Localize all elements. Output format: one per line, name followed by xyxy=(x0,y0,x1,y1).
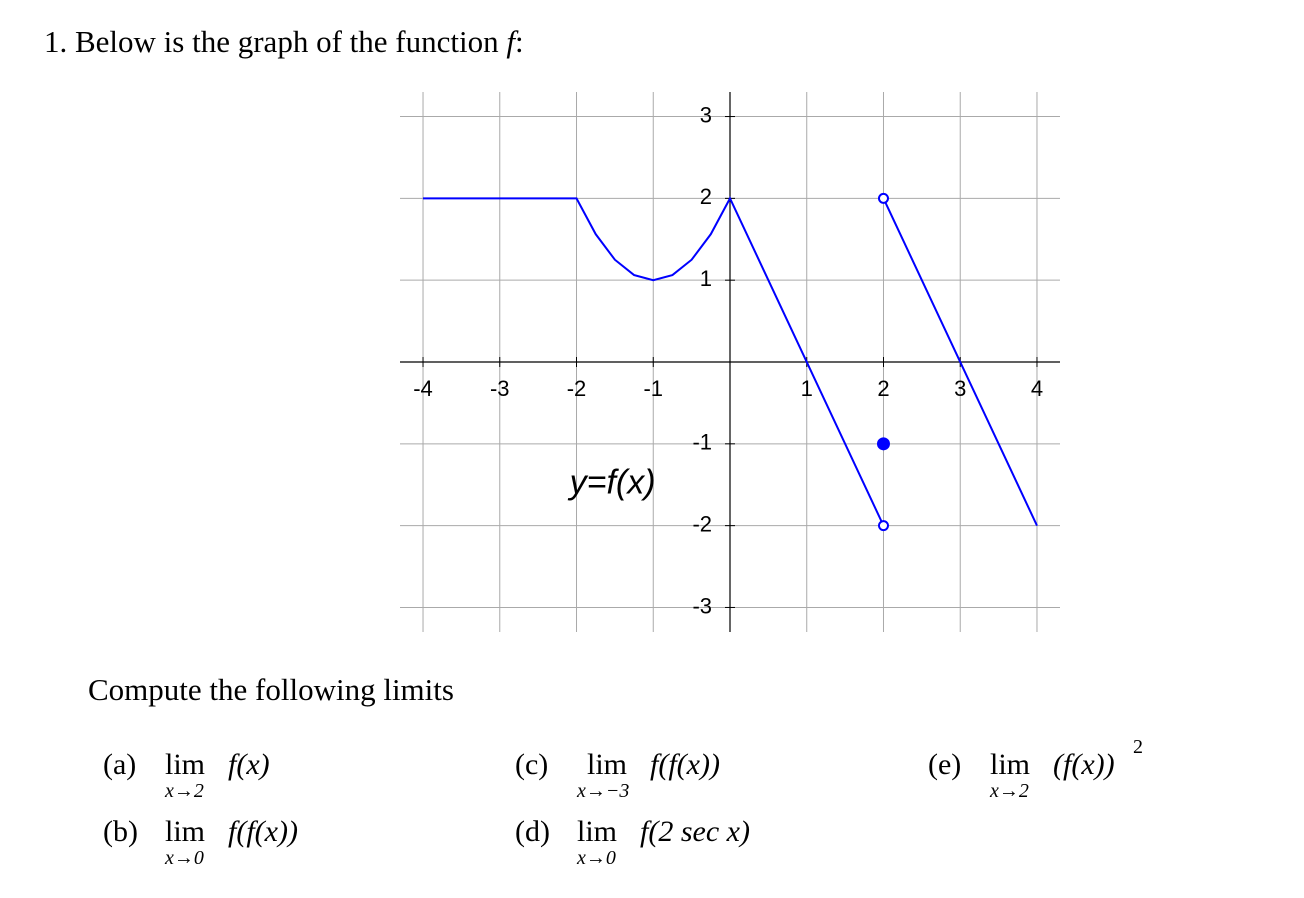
limit-subscript: x→0 xyxy=(165,847,204,869)
graph-label: y=f(x) xyxy=(568,464,656,502)
x-tick-label: 3 xyxy=(954,376,966,401)
limit-subscript: x→0 xyxy=(577,847,616,869)
y-tick-label: -1 xyxy=(692,430,712,455)
limit-expression: f(x) xyxy=(228,748,270,781)
x-tick-label: 2 xyxy=(877,376,889,401)
open-point xyxy=(877,192,889,204)
y-tick-label: -2 xyxy=(692,511,712,536)
filled-point xyxy=(876,437,890,451)
limit-operator: lim xyxy=(165,748,206,781)
y-tick-label: -3 xyxy=(692,593,712,618)
y-tick-label: 1 xyxy=(700,266,712,291)
problem-heading: 1. Below is the graph of the function f: xyxy=(44,24,524,60)
limit-expression: f(f(x)) xyxy=(650,748,720,781)
limit-subscript: x→2 xyxy=(990,780,1029,802)
superscript: 2 xyxy=(1133,736,1143,758)
limit-expression: f(f(x)) xyxy=(228,815,298,848)
limit-operator: lim xyxy=(990,748,1031,781)
subheading: Compute the following limits xyxy=(88,672,454,707)
limit-subscript: x→−3 xyxy=(577,780,630,802)
function-name: f xyxy=(506,24,515,59)
limit-operator: lim xyxy=(577,815,618,848)
item-label: (d) xyxy=(515,815,550,848)
item-label: (b) xyxy=(103,815,138,848)
item-label: (a) xyxy=(103,748,137,781)
item-label: (c) xyxy=(515,748,549,781)
limit-expression: f(2 sec x) xyxy=(640,815,750,848)
x-tick-label: -1 xyxy=(643,376,663,401)
function-curve xyxy=(423,196,1038,527)
problem-text: Below is the graph of the function xyxy=(75,24,499,59)
limit-expression: (f(x)) xyxy=(1053,748,1115,781)
limit-operator: lim xyxy=(165,815,206,848)
limit-subscript: x→2 xyxy=(165,780,204,802)
y-tick-label: 3 xyxy=(700,102,712,127)
y-tick-label: 2 xyxy=(700,184,712,209)
x-tick-label: 4 xyxy=(1031,376,1043,401)
open-point xyxy=(877,520,889,532)
x-tick-label: -3 xyxy=(490,376,510,401)
limit-operator: lim xyxy=(587,748,628,781)
item-label: (e) xyxy=(928,748,962,781)
problem-number: 1. xyxy=(44,24,68,59)
x-tick-label: -4 xyxy=(413,376,433,401)
x-tick-label: 1 xyxy=(801,376,813,401)
colon: : xyxy=(514,24,524,59)
x-tick-label: -2 xyxy=(567,376,587,401)
